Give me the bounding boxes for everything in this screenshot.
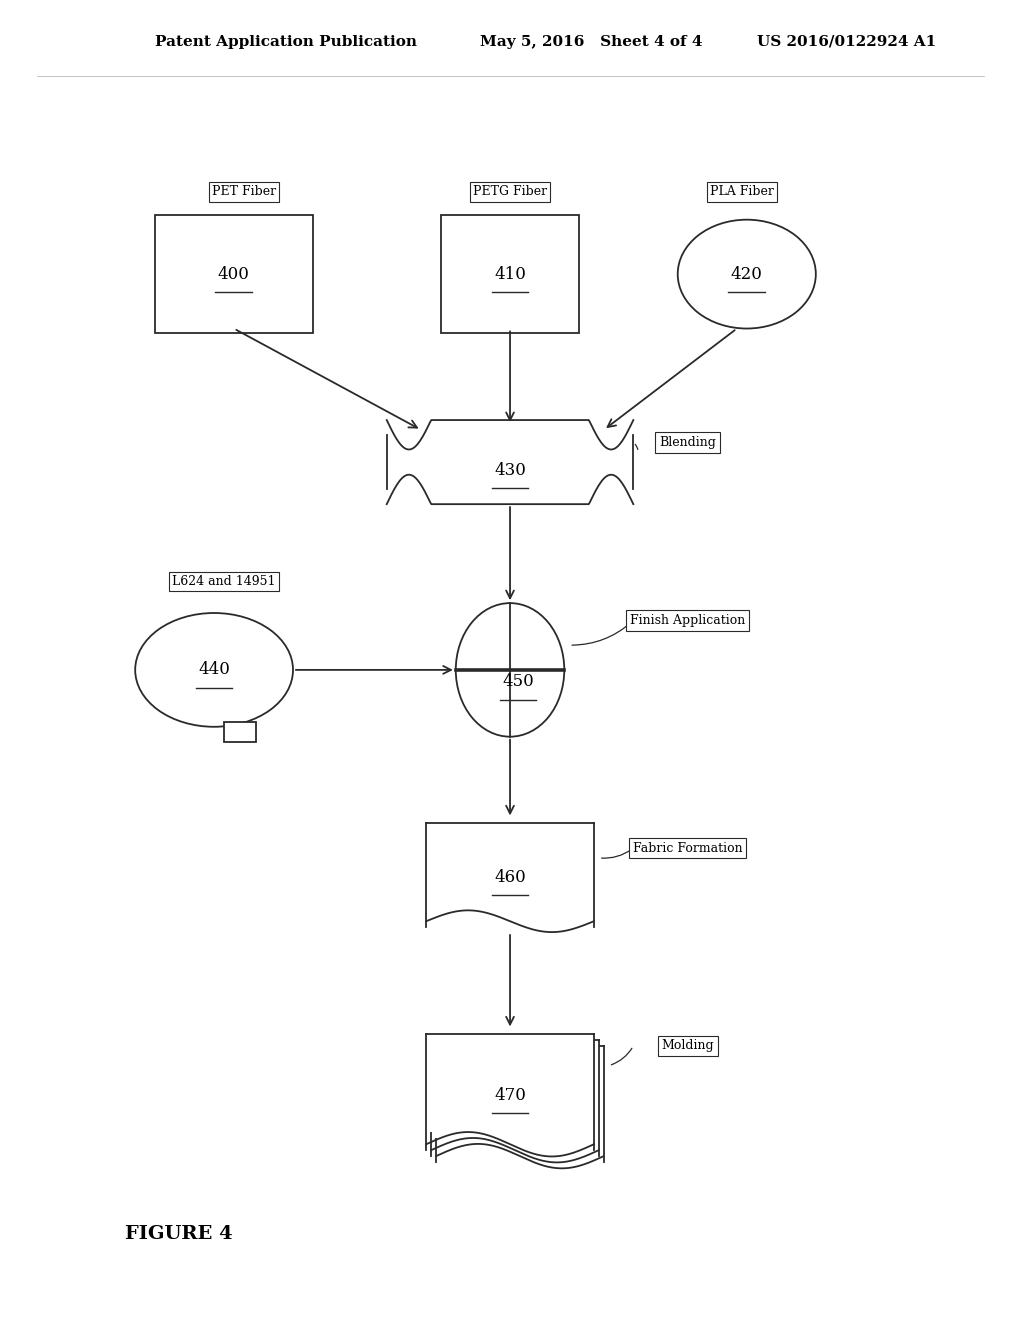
Text: 420: 420: [731, 265, 763, 282]
Text: 450: 450: [502, 673, 534, 690]
Text: PET Fiber: PET Fiber: [212, 186, 275, 198]
Text: Fabric Formation: Fabric Formation: [633, 842, 742, 854]
Text: L624 and 14951: L624 and 14951: [172, 574, 275, 587]
FancyBboxPatch shape: [441, 215, 580, 334]
FancyBboxPatch shape: [431, 1040, 599, 1138]
Text: US 2016/0122924 A1: US 2016/0122924 A1: [757, 34, 936, 49]
Text: 440: 440: [199, 661, 230, 678]
Text: FIGURE 4: FIGURE 4: [125, 1225, 232, 1243]
Text: Molding: Molding: [662, 1039, 714, 1052]
Text: 430: 430: [495, 462, 526, 479]
Text: Patent Application Publication: Patent Application Publication: [155, 34, 417, 49]
Ellipse shape: [135, 612, 293, 727]
Text: May 5, 2016   Sheet 4 of 4: May 5, 2016 Sheet 4 of 4: [480, 34, 702, 49]
Text: 410: 410: [495, 265, 526, 282]
Text: PLA Fiber: PLA Fiber: [710, 186, 774, 198]
Text: 400: 400: [218, 265, 250, 282]
Text: 470: 470: [495, 1086, 526, 1104]
Text: 460: 460: [495, 869, 526, 886]
Text: PETG Fiber: PETG Fiber: [473, 186, 547, 198]
Ellipse shape: [456, 603, 564, 737]
FancyBboxPatch shape: [426, 1035, 594, 1133]
Ellipse shape: [678, 219, 816, 329]
FancyBboxPatch shape: [155, 215, 312, 334]
FancyBboxPatch shape: [436, 1047, 604, 1144]
Text: Finish Application: Finish Application: [630, 614, 745, 627]
Text: Blending: Blending: [659, 436, 716, 449]
FancyBboxPatch shape: [426, 824, 594, 911]
FancyBboxPatch shape: [387, 420, 633, 504]
FancyBboxPatch shape: [224, 722, 256, 742]
